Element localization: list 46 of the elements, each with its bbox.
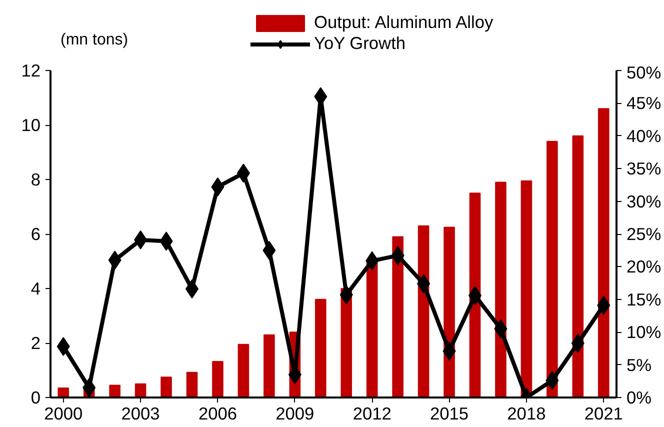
y2-tick-label: 30% — [626, 191, 662, 212]
y2-tick-label: 25% — [626, 224, 662, 244]
x-tick-label: 2009 — [276, 404, 314, 424]
y2-tick-label: 0% — [626, 388, 652, 408]
y-tick-label: 10 — [21, 115, 41, 135]
y2-tick-label: 10% — [626, 322, 662, 342]
y2-tick-label: 50% — [626, 62, 662, 82]
y-tick-label: 4 — [30, 278, 41, 298]
bar — [58, 387, 70, 398]
x-tick-label: 2003 — [121, 404, 160, 424]
y2-tick-label: 45% — [626, 93, 662, 114]
legend-label: Output: Aluminum Alloy — [314, 12, 494, 33]
y-axis-title: (mn tons) — [60, 32, 128, 48]
x-tick-label: 2012 — [352, 404, 392, 424]
bar — [238, 344, 250, 398]
bar — [495, 182, 506, 398]
bar — [469, 192, 481, 398]
bar — [134, 383, 146, 398]
y-tick-label: 8 — [30, 170, 41, 190]
x-tick-label: 2018 — [507, 404, 546, 424]
bar — [160, 376, 172, 398]
bar — [212, 361, 224, 398]
y2-tick-label: 35% — [626, 158, 662, 179]
y2-tick-label: 5% — [626, 354, 652, 375]
y2-tick-label: 20% — [626, 256, 662, 277]
bar — [572, 135, 584, 398]
x-tick-label: 2006 — [198, 404, 238, 424]
bar — [109, 384, 120, 398]
bar — [264, 334, 275, 398]
bar — [392, 236, 404, 398]
y-tick-label: 2 — [30, 333, 41, 353]
y-tick-label: 12 — [21, 60, 41, 80]
bar — [186, 372, 198, 398]
bar — [314, 298, 326, 398]
bar — [598, 108, 610, 398]
y-tick-label: 6 — [30, 224, 41, 244]
y2-tick-label: 40% — [626, 126, 662, 146]
x-tick-label: 2015 — [430, 404, 469, 424]
bar — [520, 180, 532, 398]
bar — [366, 260, 378, 398]
bar — [546, 140, 558, 398]
y2-tick-label: 15% — [626, 289, 662, 310]
x-tick-label: 2000 — [44, 404, 83, 424]
x-tick-label: 2021 — [584, 404, 623, 424]
y-tick-label: 0 — [30, 388, 41, 408]
legend-label: YoY Growth — [314, 33, 406, 54]
